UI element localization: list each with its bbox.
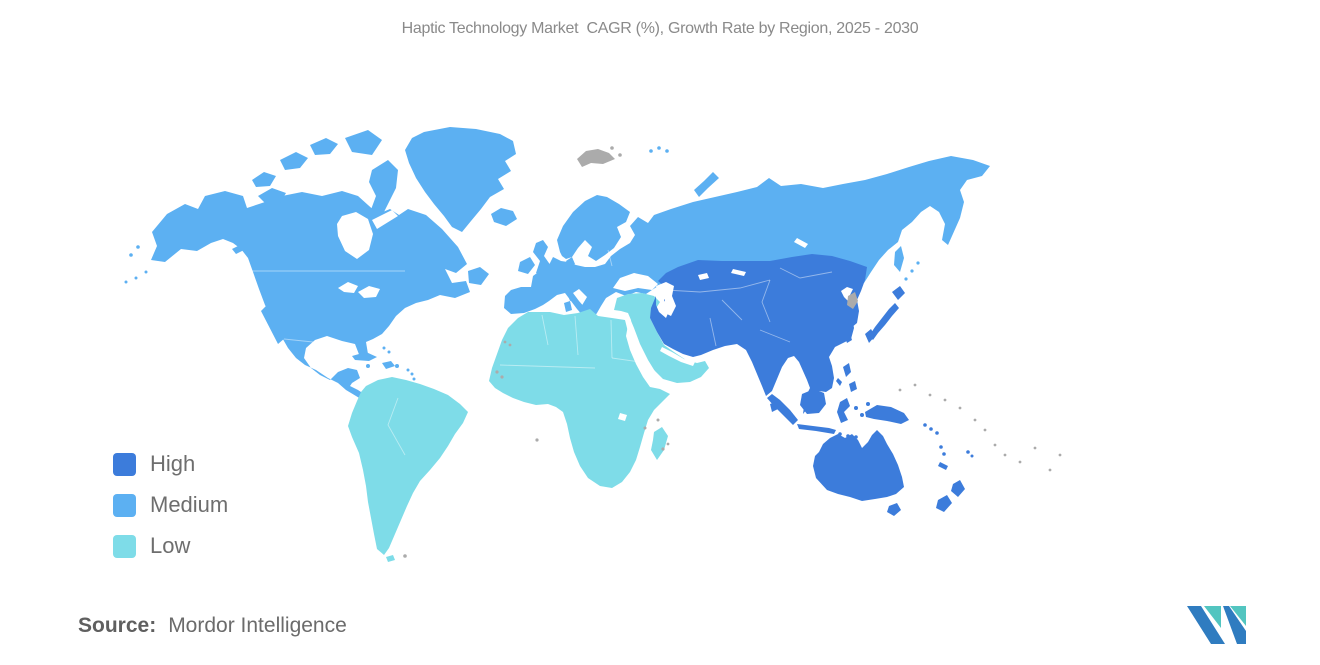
no-data-areas	[403, 146, 1062, 558]
iceland	[491, 208, 517, 226]
taiwan	[845, 334, 852, 343]
legend-item-high: High	[113, 451, 228, 477]
sakhalin	[894, 246, 904, 272]
australia	[813, 430, 904, 501]
legend-swatch-low	[113, 534, 136, 558]
philippines	[836, 363, 857, 392]
greenland	[405, 127, 516, 232]
caspian-sea	[656, 282, 676, 316]
legend: High Medium Low	[113, 451, 228, 559]
logo-middle-teal-triangle	[1204, 606, 1221, 628]
region-africa	[489, 309, 670, 488]
legend-swatch-medium	[113, 493, 136, 517]
hainan	[821, 349, 827, 355]
new-caledonia	[938, 462, 948, 470]
arctic-islands	[252, 130, 398, 224]
aleutian-islets	[124, 245, 148, 284]
legend-item-low: Low	[113, 533, 228, 559]
legend-label-medium: Medium	[150, 492, 229, 517]
source-attribution: Source: Mordor Intelligence	[78, 614, 347, 638]
legend-item-medium: Medium	[113, 492, 228, 518]
lake-baikal	[794, 238, 808, 248]
logo-right-teal-triangle	[1230, 606, 1246, 626]
small-gray-islets	[403, 340, 1062, 558]
africa-mainland	[489, 309, 670, 488]
cyprus	[636, 312, 646, 319]
inland-seas	[613, 273, 695, 377]
north-america-mainland	[151, 191, 470, 401]
new-zealand	[936, 480, 965, 512]
tasmania	[887, 503, 901, 516]
region-south-america	[348, 377, 468, 562]
sulawesi	[837, 398, 850, 423]
ireland	[518, 257, 535, 274]
newfoundland	[468, 267, 489, 285]
hudson-bay	[337, 210, 398, 259]
new-guinea	[865, 405, 909, 424]
legend-swatch-high	[113, 452, 136, 476]
hispaniola	[382, 361, 395, 369]
indonesia-melanesia-islets	[838, 402, 974, 458]
svalbard	[577, 149, 615, 167]
tierra-del-fuego	[386, 555, 395, 562]
region-asia-pacific	[650, 254, 974, 516]
vancouver-island	[232, 245, 244, 254]
lake-victoria	[618, 413, 627, 421]
denmark	[566, 257, 575, 268]
legend-label-high: High	[150, 451, 196, 476]
scandinavia	[557, 195, 630, 261]
lake-balkhash	[731, 269, 746, 276]
japan	[865, 286, 905, 343]
novaya-zemlya	[694, 172, 719, 197]
madagascar	[651, 427, 668, 460]
borneo	[800, 389, 826, 414]
great-lakes	[338, 282, 380, 298]
country-borders	[250, 249, 833, 456]
chart-title: Haptic Technology Market CAGR (%), Growt…	[401, 20, 919, 37]
black-sea	[613, 273, 658, 291]
sumatra	[767, 394, 798, 425]
south-america-mainland	[348, 377, 468, 555]
caribbean-islets	[366, 346, 416, 381]
region-north-america	[124, 127, 517, 401]
baja-california	[261, 305, 285, 344]
great-britain	[533, 240, 551, 276]
north-korea	[847, 292, 858, 309]
russian-arctic-pacific-islets	[649, 146, 920, 281]
cuba	[352, 352, 377, 361]
source-value: Mordor Intelligence	[168, 614, 347, 637]
source-label: Source:	[78, 614, 157, 637]
mordor-intelligence-logo	[1187, 606, 1246, 644]
legend-label-low: Low	[150, 533, 191, 558]
logo-left-diagonal	[1187, 606, 1225, 644]
asia-pacific-mainland	[650, 254, 867, 414]
java	[797, 424, 836, 434]
logo-right-diagonal	[1223, 606, 1246, 644]
red-sea	[625, 316, 656, 377]
aral-sea	[698, 273, 709, 280]
persian-gulf	[660, 347, 695, 366]
